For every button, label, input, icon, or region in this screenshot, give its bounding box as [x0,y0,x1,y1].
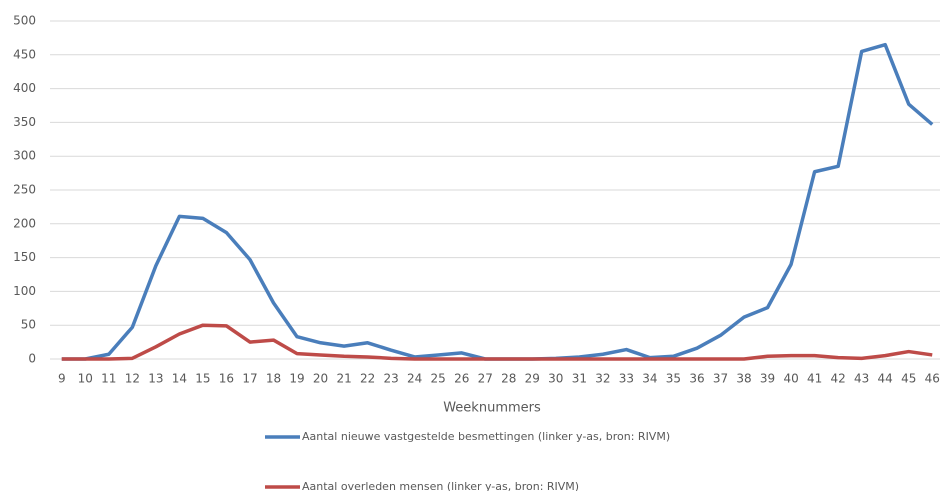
y-tick-label: 100 [13,284,36,298]
x-axis-label: Weeknummers [443,401,541,416]
x-tick-label: 44 [878,372,893,386]
x-tick-label: 38 [736,372,751,386]
y-tick-label: 250 [13,183,36,197]
x-tick-label: 41 [807,372,822,386]
y-tick-label: 50 [21,318,36,332]
x-tick-label: 45 [901,372,916,386]
x-tick-label: 25 [431,372,446,386]
y-tick-label: 500 [13,14,36,28]
x-tick-label: 14 [172,372,187,386]
data-line [61,42,934,361]
x-tick-label: 19 [289,372,304,386]
x-tick-label: 46 [925,372,940,386]
x-tick-label: 12 [125,372,140,386]
x-tick-label: 27 [478,372,493,386]
x-tick-label: 34 [642,372,657,386]
y-tick-label: 450 [13,47,36,61]
x-tick-label: 10 [78,372,93,386]
x-tick-label: 15 [195,372,210,386]
x-tick-label: 16 [219,372,234,386]
x-tick-label: 17 [242,372,257,386]
y-tick-label: 400 [13,81,36,95]
x-tick-label: 21 [336,372,351,386]
x-tick-label: 9 [58,372,66,386]
x-tick-label: 11 [101,372,116,386]
legend-label: Aantal nieuwe vastgestelde besmettingen … [302,430,670,443]
x-tick-label: 37 [713,372,728,386]
x-tick-label: 26 [454,372,469,386]
x-tick-label: 22 [360,372,375,386]
x-tick-label: 28 [501,372,516,386]
y-tick-label: 150 [13,250,36,264]
x-tick-label: 32 [595,372,610,386]
x-tick-label: 40 [783,372,798,386]
y-tick-label: 0 [28,352,36,366]
legend-label: Aantal overleden mensen (linker y-as, br… [302,480,579,491]
y-tick-label: 200 [13,216,36,230]
x-tick-label: 36 [689,372,704,386]
x-tick-label: 13 [148,372,163,386]
x-tick-label: 33 [619,372,634,386]
x-tick-label: 39 [760,372,775,386]
y-tick-label: 300 [13,149,36,163]
x-tick-label: 42 [830,372,845,386]
x-tick-label: 18 [266,372,281,386]
x-tick-label: 23 [383,372,398,386]
x-tick-label: 30 [548,372,563,386]
x-tick-label: 31 [572,372,587,386]
x-tick-label: 43 [854,372,869,386]
x-tick-label: 35 [666,372,681,386]
x-tick-label: 24 [407,372,422,386]
x-tick-label: 20 [313,372,328,386]
y-tick-label: 350 [13,115,36,129]
x-tick-label: 29 [525,372,540,386]
data-line [61,323,933,361]
